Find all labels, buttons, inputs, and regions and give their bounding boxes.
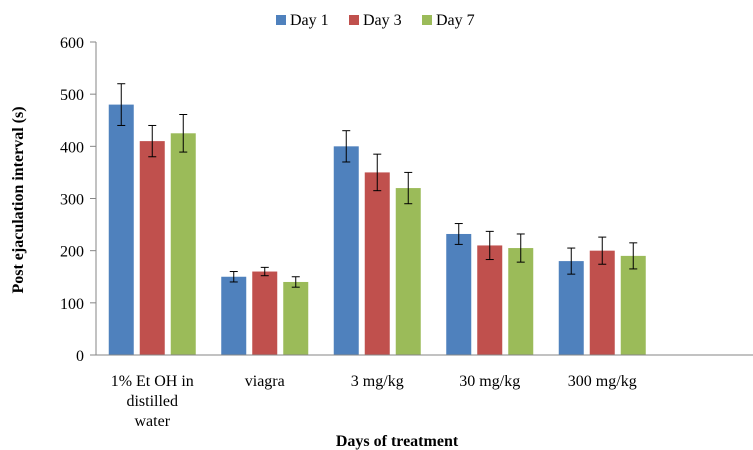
legend-label: Day 1 [290,12,329,29]
bar-day-1-4 [558,261,584,355]
bar-day-7-2 [395,188,421,355]
legend-swatch [422,15,432,25]
legend-label: Day 3 [363,12,402,29]
x-axis-title: Days of treatment [336,433,459,450]
error-bar [454,223,463,245]
y-tick-label: 0 [76,348,84,365]
error-bar [598,236,607,265]
legend: Day 1 Day 3 Day 7 [276,12,475,29]
y-tick-label: 200 [60,244,84,261]
bar-day-1-0 [108,104,134,355]
error-bar [342,130,351,163]
y-tick-label: 400 [60,139,84,156]
bar-day-7-1 [283,281,309,355]
error-bar [148,124,157,158]
bar-day-1-2 [333,146,359,355]
error-bar [179,114,188,153]
error-bar [567,247,576,275]
error-bar [291,276,300,288]
error-bar [260,266,269,277]
bars [108,83,646,355]
legend-label: Day 7 [436,12,475,29]
y-tick-label: 500 [60,87,84,104]
legend-swatch [349,15,359,25]
x-tick-label: 3 mg/kg [351,373,404,390]
error-bar [516,233,525,263]
y-tick-label: 300 [60,192,84,209]
x-tick-label: 30 mg/kg [459,373,520,390]
bar-day-7-0 [170,133,196,355]
y-axis: 0 100 200 300 400 500 600 [60,35,97,365]
error-bar [485,230,494,261]
bar-day-3-4 [589,250,615,355]
bar-day-3-2 [364,172,390,355]
y-axis-title: Post ejaculation interval (s) [10,106,27,293]
y-tick-label: 100 [60,296,84,313]
error-bar [117,83,126,126]
legend-swatch [276,15,286,25]
bar-day-3-1 [252,271,278,355]
bar-day-3-0 [139,141,165,355]
y-tick-label: 600 [60,35,84,52]
legend-item-day-3: Day 3 [349,12,402,29]
error-bar [629,242,638,270]
bar-day-7-4 [620,255,646,355]
x-axis: 1% Et OH in distilled water viagra 3 mg/kg 30… [96,354,753,430]
error-bar [229,271,238,283]
legend-item-day-1: Day 1 [276,12,329,29]
bar-day-1-1 [221,276,247,355]
x-tick-label: 1% Et OH in distilled water [111,373,194,430]
bar-day-3-3 [477,245,503,355]
x-tick-label: 300 mg/kg [568,373,637,390]
bar-day-7-3 [508,248,534,355]
bar-day-1-3 [446,233,472,355]
error-bar [373,153,382,192]
x-tick-label: viagra [245,373,285,390]
legend-item-day-7: Day 7 [422,12,475,29]
error-bar [404,171,413,205]
